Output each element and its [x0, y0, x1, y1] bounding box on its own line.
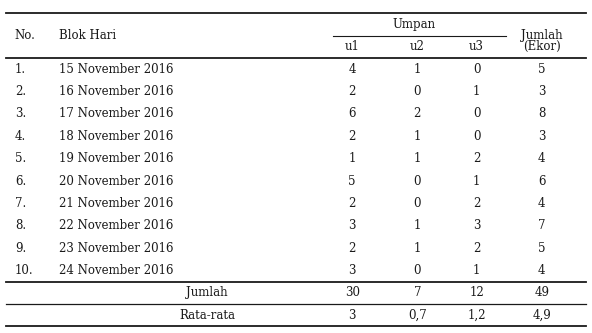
- Text: Umpan: Umpan: [393, 18, 436, 31]
- Text: No.: No.: [15, 29, 36, 42]
- Text: 2: 2: [473, 241, 480, 255]
- Text: 1: 1: [349, 152, 356, 165]
- Text: 0: 0: [414, 264, 421, 277]
- Text: 0: 0: [473, 63, 480, 76]
- Text: 7: 7: [538, 219, 545, 232]
- Text: 4: 4: [538, 197, 545, 210]
- Text: 10.: 10.: [15, 264, 33, 277]
- Text: 0: 0: [414, 85, 421, 98]
- Text: 6: 6: [349, 108, 356, 121]
- Text: 4: 4: [349, 63, 356, 76]
- Text: 16 November 2016: 16 November 2016: [59, 85, 173, 98]
- Text: 5: 5: [349, 174, 356, 187]
- Text: 1: 1: [473, 174, 480, 187]
- Text: 1: 1: [414, 219, 421, 232]
- Text: 0,7: 0,7: [408, 309, 427, 322]
- Text: 8: 8: [538, 108, 545, 121]
- Text: u1: u1: [345, 40, 360, 53]
- Text: 3: 3: [538, 130, 545, 143]
- Text: 24 November 2016: 24 November 2016: [59, 264, 173, 277]
- Text: 49: 49: [534, 286, 549, 299]
- Text: 6.: 6.: [15, 174, 26, 187]
- Text: 3: 3: [349, 219, 356, 232]
- Text: Jumlah: Jumlah: [186, 286, 228, 299]
- Text: 18 November 2016: 18 November 2016: [59, 130, 173, 143]
- Text: Blok Hari: Blok Hari: [59, 29, 116, 42]
- Text: 2: 2: [349, 197, 356, 210]
- Text: 3: 3: [349, 309, 356, 322]
- Text: 1,2: 1,2: [467, 309, 486, 322]
- Text: 1: 1: [414, 63, 421, 76]
- Text: 0: 0: [414, 197, 421, 210]
- Text: 6: 6: [538, 174, 545, 187]
- Text: 3: 3: [473, 219, 480, 232]
- Text: 8.: 8.: [15, 219, 26, 232]
- Text: 1: 1: [473, 264, 480, 277]
- Text: 1: 1: [414, 130, 421, 143]
- Text: 4.: 4.: [15, 130, 26, 143]
- Text: 2.: 2.: [15, 85, 26, 98]
- Text: 21 November 2016: 21 November 2016: [59, 197, 173, 210]
- Text: 1: 1: [414, 241, 421, 255]
- Text: 20 November 2016: 20 November 2016: [59, 174, 173, 187]
- Text: 4: 4: [538, 152, 545, 165]
- Text: 2: 2: [349, 241, 356, 255]
- Text: Jumlah: Jumlah: [521, 29, 562, 42]
- Text: 15 November 2016: 15 November 2016: [59, 63, 173, 76]
- Text: 0: 0: [414, 174, 421, 187]
- Text: 2: 2: [349, 130, 356, 143]
- Text: 7: 7: [414, 286, 421, 299]
- Text: (Ekor): (Ekor): [523, 40, 561, 53]
- Text: 0: 0: [473, 130, 480, 143]
- Text: 1: 1: [414, 152, 421, 165]
- Text: 19 November 2016: 19 November 2016: [59, 152, 173, 165]
- Text: 4,9: 4,9: [532, 309, 551, 322]
- Text: 2: 2: [414, 108, 421, 121]
- Text: 0: 0: [473, 108, 480, 121]
- Text: 23 November 2016: 23 November 2016: [59, 241, 173, 255]
- Text: 1.: 1.: [15, 63, 26, 76]
- Text: 22 November 2016: 22 November 2016: [59, 219, 173, 232]
- Text: 5: 5: [538, 63, 545, 76]
- Text: 2: 2: [473, 197, 480, 210]
- Text: u2: u2: [410, 40, 425, 53]
- Text: 4: 4: [538, 264, 545, 277]
- Text: 12: 12: [469, 286, 484, 299]
- Text: 1: 1: [473, 85, 480, 98]
- Text: 30: 30: [345, 286, 360, 299]
- Text: 3: 3: [538, 85, 545, 98]
- Text: 3: 3: [349, 264, 356, 277]
- Text: Rata-rata: Rata-rata: [179, 309, 235, 322]
- Text: 17 November 2016: 17 November 2016: [59, 108, 173, 121]
- Text: 5: 5: [538, 241, 545, 255]
- Text: u3: u3: [469, 40, 484, 53]
- Text: 3.: 3.: [15, 108, 26, 121]
- Text: 2: 2: [349, 85, 356, 98]
- Text: 9.: 9.: [15, 241, 26, 255]
- Text: 7.: 7.: [15, 197, 26, 210]
- Text: 5.: 5.: [15, 152, 26, 165]
- Text: 2: 2: [473, 152, 480, 165]
